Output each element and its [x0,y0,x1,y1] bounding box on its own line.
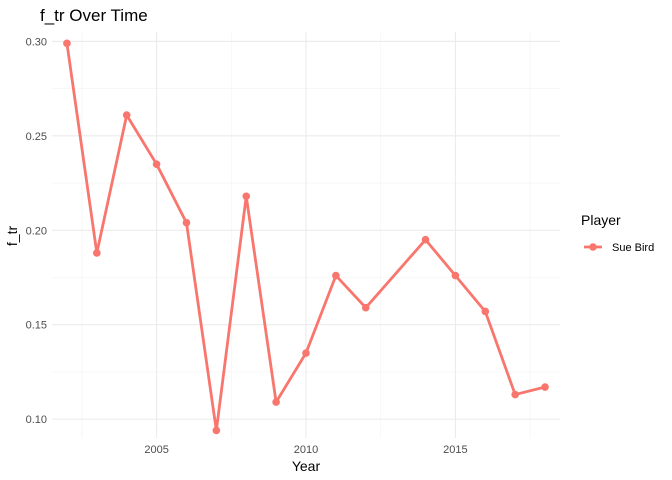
x-tick-label: 2015 [443,444,467,456]
data-point [122,111,131,119]
series-line [65,43,546,432]
chart-title: f_tr Over Time [40,6,148,25]
data-point [152,160,161,168]
data-point [451,271,460,280]
legend-title: Player [581,212,621,228]
data-point [63,39,71,48]
data-point [212,426,221,435]
x-tick-label: 2005 [144,444,168,456]
y-tick-label: 0.10 [26,414,47,426]
data-point [541,383,549,391]
data-point [421,235,430,244]
data-point [182,218,191,227]
grid-lines [52,32,560,438]
y-tick-label: 0.25 [26,131,47,143]
legend: Player Sue Bird [581,212,654,254]
legend-label: Sue Bird [612,242,654,254]
data-point [93,249,101,257]
y-tick-label: 0.20 [26,225,47,237]
y-tick-label: 0.30 [26,36,47,48]
x-tick-label: 2010 [294,444,318,456]
data-point [332,271,340,280]
data-point [511,390,519,399]
data-point [302,349,310,357]
x-axis-title: Year [292,458,321,474]
data-point [481,307,490,316]
series-layer [63,39,549,435]
y-axis-ticks: 0.10 0.15 0.20 0.25 0.30 [26,36,47,426]
y-tick-label: 0.15 [26,320,47,332]
y-axis-title: f_tr [4,226,20,247]
data-point [361,303,370,312]
x-axis-ticks: 2005 2010 2015 [144,444,467,456]
legend-key-point [589,243,597,251]
data-point [272,398,280,406]
data-point [242,192,251,201]
